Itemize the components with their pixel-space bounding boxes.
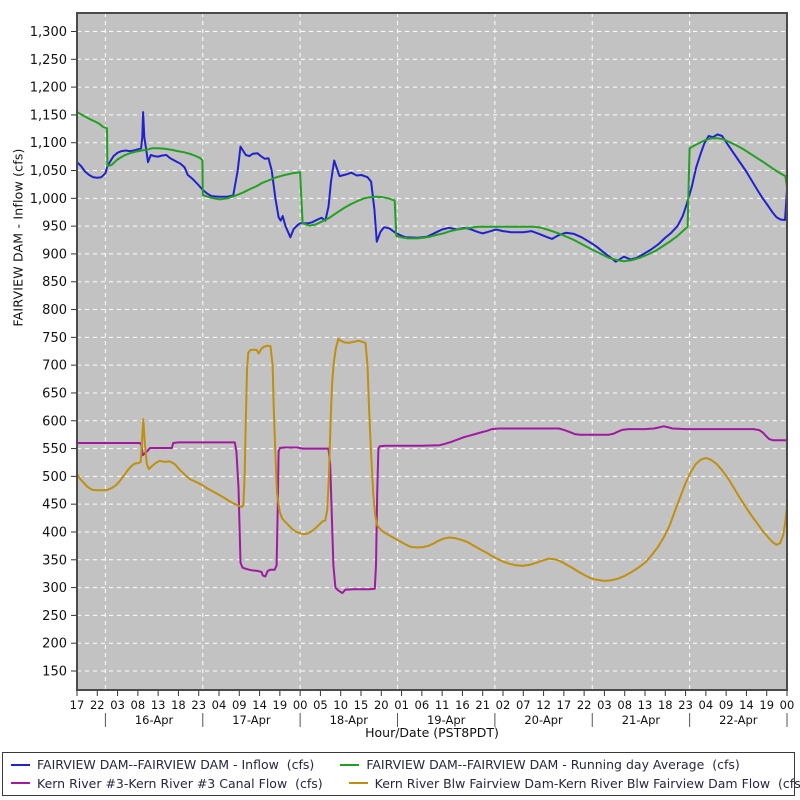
x-tick-label: 17 xyxy=(70,698,85,712)
y-tick-label: 250 xyxy=(42,609,67,624)
x-tick-label: 19 xyxy=(273,698,288,712)
plot-area xyxy=(77,13,787,690)
legend-label-canal-flow: Kern River #3-Kern River #3 Canal Flow (… xyxy=(37,775,323,791)
y-tick-label: 500 xyxy=(42,470,67,485)
legend-item-running-avg: FAIRVIEW DAM--FAIRVIEW DAM - Running day… xyxy=(340,757,740,773)
date-label: 21-Apr xyxy=(622,713,661,727)
x-tick-label: 03 xyxy=(597,698,612,712)
x-tick-label: 18 xyxy=(658,698,673,712)
x-tick-label: 13 xyxy=(151,698,166,712)
legend-item-river-flow: Kern River Blw Fairview Dam-Kern River B… xyxy=(348,775,800,791)
y-tick-label: 900 xyxy=(42,247,67,262)
x-tick-label: 16 xyxy=(455,698,470,712)
canal-flow-line xyxy=(76,425,788,595)
x-tick-label: 11 xyxy=(435,698,450,712)
x-tick-label: 00 xyxy=(780,698,795,712)
date-label: 18-Apr xyxy=(330,713,369,727)
y-tick-label: 300 xyxy=(42,581,67,596)
y-tick-label: 1,050 xyxy=(30,164,67,179)
x-tick-label: 14 xyxy=(252,698,267,712)
legend-label-river-flow: Kern River Blw Fairview Dam-Kern River B… xyxy=(374,775,800,791)
x-tick-label: 18 xyxy=(171,698,186,712)
y-tick-label: 1,250 xyxy=(30,53,67,68)
y-tick-label: 1,100 xyxy=(30,136,67,151)
x-tick-label: 05 xyxy=(313,698,328,712)
y-tick-label: 1,150 xyxy=(30,108,67,123)
legend-item-canal-flow: Kern River #3-Kern River #3 Canal Flow (… xyxy=(11,776,323,791)
x-tick-label: 08 xyxy=(617,698,632,712)
x-tick-label: 09 xyxy=(719,698,734,712)
river-flow-line xyxy=(76,338,788,582)
y-tick-label: 400 xyxy=(42,525,67,540)
x-tick-label: 21 xyxy=(475,698,490,712)
x-tick-label: 19 xyxy=(759,698,774,712)
x-tick-label: 10 xyxy=(333,698,348,712)
y-tick-label: 950 xyxy=(42,220,67,235)
legend-label-inflow: FAIRVIEW DAM--FAIRVIEW DAM - Inflow (cfs… xyxy=(37,757,315,773)
x-tick-label: 01 xyxy=(394,698,409,712)
x-tick-label: 14 xyxy=(739,698,754,712)
x-tick-label: 22 xyxy=(90,698,105,712)
legend-label-running-avg: FAIRVIEW DAM--FAIRVIEW DAM - Running day… xyxy=(366,757,740,773)
legend-swatch-running-avg xyxy=(340,763,360,766)
x-tick-label: 06 xyxy=(415,698,430,712)
x-tick-label: 20 xyxy=(374,698,389,712)
y-tick-label: 850 xyxy=(42,275,67,290)
x-tick-label: 13 xyxy=(638,698,653,712)
date-label: 16-Apr xyxy=(135,713,174,727)
date-label: 19-Apr xyxy=(427,713,466,727)
y-tick-label: 800 xyxy=(42,303,67,318)
y-tick-label: 550 xyxy=(42,442,67,457)
x-tick-label: 15 xyxy=(354,698,369,712)
chart-canvas: 1502002503003504004505005506006507007508… xyxy=(30,12,795,727)
x-tick-label: 04 xyxy=(212,698,227,712)
x-tick-label: 17 xyxy=(557,698,572,712)
x-tick-label: 23 xyxy=(191,698,206,712)
y-tick-label: 1,300 xyxy=(30,25,67,40)
chart-legend: FAIRVIEW DAM--FAIRVIEW DAM - Inflow (cfs… xyxy=(2,752,800,796)
x-tick-label: 22 xyxy=(577,698,592,712)
running-avg-line xyxy=(76,111,788,263)
legend-swatch-river-flow xyxy=(348,782,368,785)
date-label: 20-Apr xyxy=(524,713,563,727)
legend-row-2: Kern River #3-Kern River #3 Canal Flow (… xyxy=(11,776,800,791)
y-tick-label: 1,200 xyxy=(30,81,67,96)
x-tick-label: 23 xyxy=(678,698,693,712)
y-tick-label: 1,000 xyxy=(30,192,67,207)
legend-swatch-inflow xyxy=(11,763,30,766)
legend-item-inflow: FAIRVIEW DAM--FAIRVIEW DAM - Inflow (cfs… xyxy=(11,757,314,772)
y-tick-label: 750 xyxy=(42,331,67,346)
x-axis-title: Hour/Date (PST8PDT) xyxy=(365,725,499,740)
y-axis-title: FAIRVIEW DAM - Inflow (cfs) xyxy=(10,148,26,327)
date-label: 22-Apr xyxy=(719,713,758,727)
y-tick-label: 700 xyxy=(42,359,67,374)
date-label: 17-Apr xyxy=(232,713,271,727)
legend-row-1: FAIRVIEW DAM--FAIRVIEW DAM - Inflow (cfs… xyxy=(11,757,786,772)
x-tick-label: 04 xyxy=(699,698,714,712)
x-tick-label: 07 xyxy=(516,698,531,712)
y-tick-label: 650 xyxy=(42,386,67,401)
x-tick-label: 00 xyxy=(293,698,308,712)
legend-swatch-canal-flow xyxy=(11,782,30,785)
y-tick-label: 600 xyxy=(42,414,67,429)
y-tick-label: 200 xyxy=(42,637,67,652)
inflow-line xyxy=(76,111,788,263)
y-tick-label: 150 xyxy=(42,665,67,680)
y-tick-label: 350 xyxy=(42,553,67,568)
x-tick-label: 08 xyxy=(131,698,146,712)
plot-border xyxy=(76,12,788,691)
x-tick-label: 02 xyxy=(496,698,511,712)
x-tick-label: 12 xyxy=(536,698,551,712)
x-tick-label: 03 xyxy=(110,698,125,712)
x-tick-label: 09 xyxy=(232,698,247,712)
y-tick-label: 450 xyxy=(42,498,67,513)
